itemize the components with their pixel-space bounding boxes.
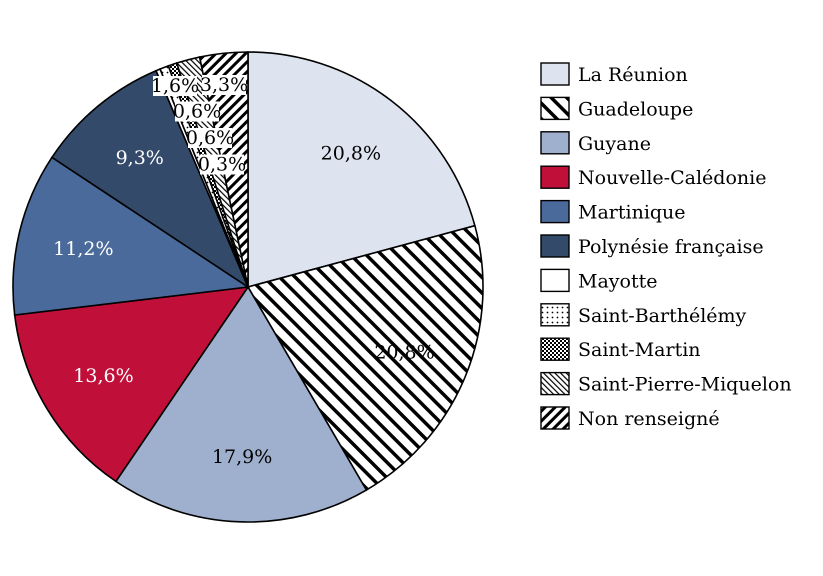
value-label-saint-barthelemy: 0,6% [186, 127, 234, 149]
value-label-bg-saint-barthelemy [188, 128, 232, 148]
legend-label-non-renseigne: Non renseigné [578, 408, 720, 430]
value-label-mayotte: 0,3% [198, 154, 246, 176]
legend-label-mayotte: Mayotte [578, 270, 657, 292]
value-label-bg-mayotte [200, 154, 244, 175]
legend-label-nouvelle-caledonie: Nouvelle-Calédonie [578, 167, 766, 189]
value-label-la-reunion: 20,8% [321, 143, 381, 165]
legend-swatch-mayotte [540, 268, 570, 293]
pie-slice-guadeloupe [246, 224, 484, 492]
value-label-saint-martin: 0,6% [173, 101, 221, 123]
value-label-saint-pierre-miquelon: 1,6% [151, 75, 199, 97]
legend-swatch-nouvelle-caledonie [540, 165, 570, 189]
pie-slice-nouvelle-caledonie [13, 285, 250, 483]
value-label-guyane: 17,9% [212, 446, 272, 468]
pie-slice-guyane [114, 285, 368, 523]
value-label-bg-non-renseigne [202, 75, 246, 95]
pie-slice-martinique [12, 156, 251, 316]
legend-label-saint-pierre-miquelon: Saint-Pierre-Miquelon [578, 374, 792, 396]
legend-swatch-saint-barthelemy [540, 303, 570, 327]
legend-swatch-polynesie-francaise [540, 234, 570, 258]
legend-item-guyane: Guyane [540, 131, 651, 155]
legend-label-guyane: Guyane [578, 133, 651, 155]
value-label-non-renseigne: 3,3% [200, 74, 248, 96]
legend-item-polynesie-francaise: Polynésie française [540, 234, 764, 258]
legend-swatch-saint-martin [540, 337, 570, 361]
value-label-nouvelle-caledonie: 13,6% [73, 365, 133, 387]
legend-item-saint-martin: Saint-Martin [540, 337, 701, 361]
legend: La Réunion Guadeloupe Guyane Nouvelle-Caléd… [540, 62, 792, 430]
legend-item-non-renseigne: Non renseigné [540, 406, 720, 430]
legend-item-saint-barthelemy: Saint-Barthélémy [540, 303, 747, 327]
legend-item-martinique: Martinique [540, 199, 686, 224]
legend-label-saint-barthelemy: Saint-Barthélémy [578, 305, 747, 327]
pie-slice-polynesie-francaise [50, 69, 250, 290]
value-label-bg-saint-pierre-miquelon [153, 76, 197, 96]
legend-swatch-guyane [540, 131, 570, 155]
legend-swatch-guadeloupe [540, 96, 570, 121]
legend-label-saint-martin: Saint-Martin [578, 339, 701, 361]
legend-label-la-reunion: La Réunion [578, 64, 688, 86]
legend-swatch-saint-pierre-miquelon [540, 371, 570, 396]
legend-item-guadeloupe: Guadeloupe [540, 96, 693, 121]
legend-item-la-reunion: La Réunion [540, 62, 688, 86]
legend-item-saint-pierre-miquelon: Saint-Pierre-Miquelon [540, 371, 792, 396]
legend-label-martinique: Martinique [578, 202, 686, 224]
legend-label-polynesie-francaise: Polynésie française [578, 236, 764, 258]
value-label-bg-saint-martin [175, 101, 219, 122]
pie-value-labels: 20,8% 20,8% 17,9% 13,6% 11,2% 9,3% 0,3% 0,6% 0,6… [53, 74, 435, 468]
value-label-guadeloupe: 20,8% [374, 341, 434, 363]
legend-item-nouvelle-caledonie: Nouvelle-Calédonie [540, 165, 766, 189]
pie-slice-la-reunion [247, 51, 476, 289]
value-label-polynesie-francaise: 9,3% [116, 147, 164, 169]
legend-swatch-martinique [540, 199, 570, 224]
legend-label-guadeloupe: Guadeloupe [578, 98, 693, 120]
value-label-martinique: 11,2% [53, 238, 113, 260]
legend-item-mayotte: Mayotte [540, 268, 657, 293]
legend-swatch-non-renseigne [540, 406, 570, 430]
legend-swatch-la-reunion [540, 62, 570, 86]
